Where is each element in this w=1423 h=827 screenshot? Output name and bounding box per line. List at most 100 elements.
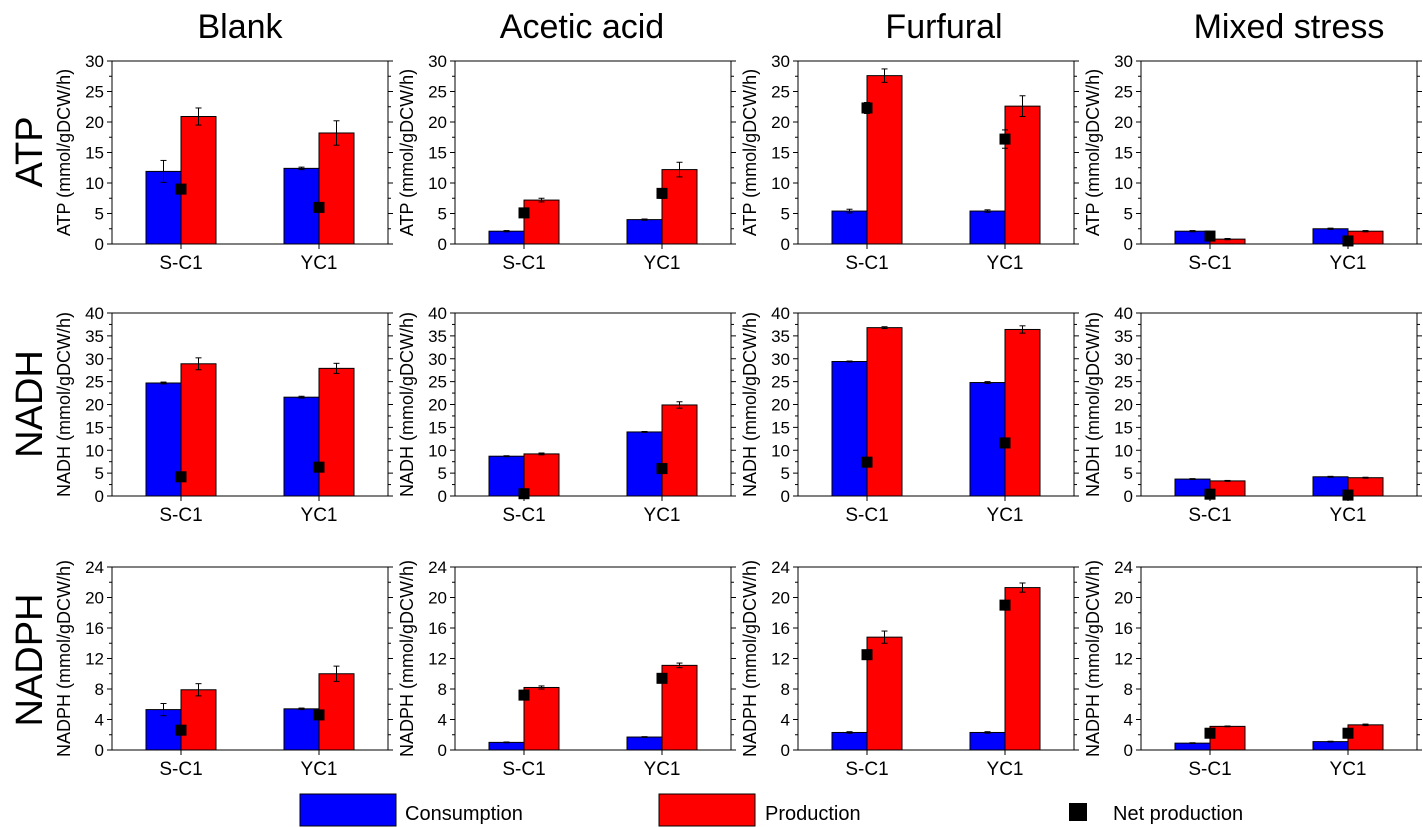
y-tick-label: 30 xyxy=(85,52,104,71)
bar-consumption-yc1 xyxy=(969,210,1006,245)
marker-net-production-s-c1 xyxy=(1204,230,1216,242)
marker-net-production-s-c1 xyxy=(518,488,530,500)
y-axis-label: ATP (mmol/gDCW/h) xyxy=(397,69,417,236)
panel-nadh-acetic-acid: NADH (mmol/gDCW/h) 0 5 10 15 20 25 30 35 40 S-C1 YC… xyxy=(397,304,736,526)
y-tick-label: 30 xyxy=(1114,350,1133,369)
y-axis-label: ATP (mmol/gDCW/h) xyxy=(1083,69,1103,236)
row-title-nadph: NADPH xyxy=(9,593,51,726)
marker-net-production-s-c1 xyxy=(861,649,873,661)
y-tick-label: 30 xyxy=(85,350,104,369)
x-tick-label-s-c1: S-C1 xyxy=(845,253,888,274)
plot-frame xyxy=(797,60,1075,245)
y-tick-label: 12 xyxy=(428,650,447,669)
legend-swatch-consumption xyxy=(299,793,397,827)
y-tick-label: 25 xyxy=(771,373,790,392)
x-tick-label-yc1: YC1 xyxy=(301,253,338,274)
x-tick-label-s-c1: S-C1 xyxy=(1188,253,1231,274)
y-tick-label: 24 xyxy=(771,558,790,577)
y-tick-label: 20 xyxy=(428,396,447,415)
x-tick-label-s-c1: S-C1 xyxy=(1188,505,1231,526)
y-tick-label: 30 xyxy=(771,350,790,369)
x-tick-label-s-c1: S-C1 xyxy=(159,759,202,780)
panel-nadph-furfural: NADPH (mmol/gDCW/h) 0 4 8 12 16 20 24 S-C1 YC1 xyxy=(740,558,1079,780)
x-tick-label-yc1: YC1 xyxy=(1330,759,1367,780)
bar-consumption-s-c1 xyxy=(1174,742,1211,751)
plot-frame xyxy=(1140,312,1418,497)
bar-consumption-yc1 xyxy=(626,736,663,751)
y-tick-label: 25 xyxy=(85,373,104,392)
panel-atp-blank: ATP (mmol/gDCW/h) 0 5 10 15 20 25 30 S-C1 YC1 xyxy=(54,52,393,274)
row-title-atp: ATP xyxy=(9,116,51,187)
y-axis-label: NADPH (mmol/gDCW/h) xyxy=(740,560,760,757)
y-axis-label: NADH (mmol/gDCW/h) xyxy=(1083,312,1103,497)
marker-net-production-yc1 xyxy=(656,463,668,475)
y-tick-label: 10 xyxy=(428,174,447,193)
y-tick-label: 20 xyxy=(771,396,790,415)
bar-production-yc1 xyxy=(661,404,698,497)
y-tick-label: 20 xyxy=(85,589,104,608)
y-tick-label: 15 xyxy=(1114,144,1133,163)
panel-nadph-mixed-stress: NADPH (mmol/gDCW/h) 0 4 8 12 16 20 24 S-C1 YC1 xyxy=(1083,558,1422,780)
legend: Consumption Production Net production xyxy=(299,793,1243,827)
y-tick-label: 0 xyxy=(95,741,104,760)
marker-net-production-s-c1 xyxy=(861,456,873,468)
y-tick-label: 40 xyxy=(1114,304,1133,323)
y-tick-label: 25 xyxy=(1114,83,1133,102)
y-tick-label: 20 xyxy=(771,589,790,608)
plot-frame xyxy=(111,312,389,497)
x-tick-label-s-c1: S-C1 xyxy=(159,505,202,526)
y-tick-label: 15 xyxy=(428,144,447,163)
bar-consumption-yc1 xyxy=(626,431,663,497)
bar-production-s-c1 xyxy=(866,636,903,751)
y-tick-label: 20 xyxy=(428,113,447,132)
x-tick-label-s-c1: S-C1 xyxy=(159,253,202,274)
x-tick-label-yc1: YC1 xyxy=(644,253,681,274)
y-tick-label: 25 xyxy=(428,83,447,102)
y-tick-label: 4 xyxy=(1124,711,1133,730)
y-tick-label: 0 xyxy=(1124,741,1133,760)
y-tick-label: 8 xyxy=(438,680,447,699)
panel-nadh-blank: NADH (mmol/gDCW/h) 0 5 10 15 20 25 30 35 40 S-C1 YC… xyxy=(54,304,393,526)
panel-nadph-blank: NADPH (mmol/gDCW/h) 0 4 8 12 16 20 24 S-C1 YC1 xyxy=(54,558,393,780)
y-tick-label: 5 xyxy=(1124,464,1133,483)
bar-production-yc1 xyxy=(318,367,355,497)
x-tick-label-yc1: YC1 xyxy=(301,759,338,780)
column-title-acetic-acid: Acetic acid xyxy=(500,8,664,46)
y-tick-label: 16 xyxy=(771,619,790,638)
y-tick-label: 0 xyxy=(781,235,790,254)
x-tick-label-s-c1: S-C1 xyxy=(502,253,545,274)
y-tick-label: 25 xyxy=(1114,373,1133,392)
bar-production-s-c1 xyxy=(866,327,903,497)
y-tick-label: 4 xyxy=(781,711,790,730)
y-tick-label: 0 xyxy=(95,487,104,506)
y-tick-label: 0 xyxy=(438,235,447,254)
y-axis-label: NADPH (mmol/gDCW/h) xyxy=(54,560,74,757)
plot-frame xyxy=(1140,60,1418,245)
x-tick-label-yc1: YC1 xyxy=(1330,253,1367,274)
y-tick-label: 20 xyxy=(1114,396,1133,415)
legend-swatch-production xyxy=(658,793,756,827)
y-axis-label: NADPH (mmol/gDCW/h) xyxy=(397,560,417,757)
y-tick-label: 15 xyxy=(428,418,447,437)
x-tick-label-yc1: YC1 xyxy=(301,505,338,526)
marker-net-production-yc1 xyxy=(1342,489,1354,501)
plot-frame xyxy=(454,312,732,497)
marker-net-production-yc1 xyxy=(313,461,325,473)
y-tick-label: 10 xyxy=(771,174,790,193)
bar-consumption-s-c1 xyxy=(488,741,525,751)
y-tick-label: 20 xyxy=(1114,113,1133,132)
bar-production-yc1 xyxy=(318,132,355,245)
y-tick-label: 8 xyxy=(95,680,104,699)
y-tick-label: 5 xyxy=(781,205,790,224)
legend-marker-net-production xyxy=(1069,803,1087,821)
marker-net-production-s-c1 xyxy=(518,207,530,219)
y-tick-label: 35 xyxy=(771,327,790,346)
bar-consumption-yc1 xyxy=(626,219,663,245)
marker-net-production-s-c1 xyxy=(175,724,187,736)
bar-production-yc1 xyxy=(661,664,698,751)
y-tick-label: 10 xyxy=(85,174,104,193)
marker-net-production-yc1 xyxy=(313,709,325,721)
bar-consumption-yc1 xyxy=(969,382,1006,497)
marker-net-production-yc1 xyxy=(1342,727,1354,739)
